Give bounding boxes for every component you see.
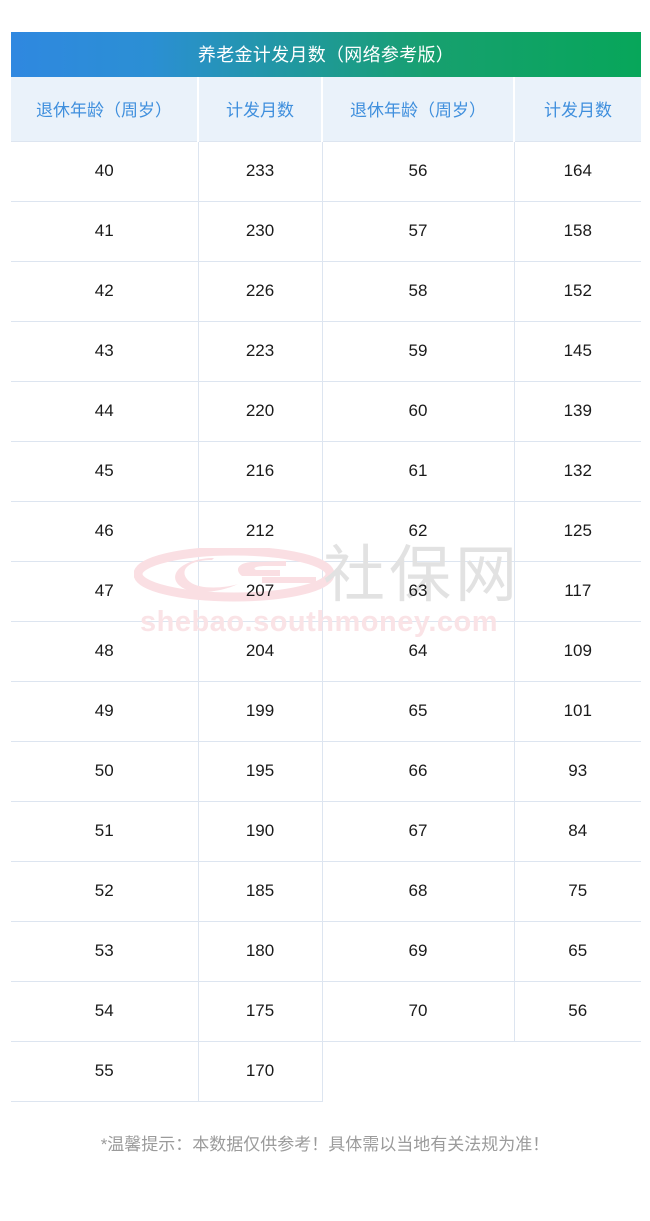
- table-row: 46 212 62 125: [11, 501, 641, 562]
- cell-months-left: 185: [198, 861, 323, 922]
- cell-retirement-age-left: 47: [11, 561, 199, 622]
- cell-retirement-age-right: 61: [322, 441, 515, 502]
- cell-retirement-age-right: 68: [322, 861, 515, 922]
- cell-months-right: 117: [514, 561, 641, 622]
- cell-retirement-age-left: 45: [11, 441, 199, 502]
- table-row: 52 185 68 75: [11, 861, 641, 922]
- table-row: 41 230 57 158: [11, 201, 641, 262]
- column-header-retirement-age-right: 退休年龄（周岁）: [322, 77, 515, 141]
- cell-months-left: 226: [198, 261, 323, 322]
- table-row: 45 216 61 132: [11, 441, 641, 502]
- table-row: 49 199 65 101: [11, 681, 641, 742]
- column-header-months-left: 计发月数: [198, 77, 323, 141]
- cell-months-right: 164: [514, 140, 641, 202]
- table-header: 退休年龄（周岁） 计发月数 退休年龄（周岁） 计发月数: [11, 77, 641, 141]
- cell-retirement-age-right: 70: [322, 981, 515, 1042]
- cell-retirement-age-left: 52: [11, 861, 199, 922]
- cell-retirement-age-right: 62: [322, 501, 515, 562]
- cell-retirement-age-right: [322, 1041, 514, 1101]
- cell-retirement-age-left: 51: [11, 801, 199, 862]
- cell-retirement-age-left: 46: [11, 501, 199, 562]
- cell-months-right: 84: [514, 801, 641, 862]
- table-body: 40 233 56 164 41 230 57 158 42 226 58 152 43 223 59 145…: [11, 140, 641, 1102]
- cell-months-right: 75: [514, 861, 641, 922]
- cell-months-left: 216: [198, 441, 323, 502]
- table-row: 50 195 66 93: [11, 741, 641, 802]
- cell-months-right: 158: [514, 201, 641, 262]
- cell-retirement-age-right: 63: [322, 561, 515, 622]
- cell-months-left: 223: [198, 321, 323, 382]
- cell-months-right: 125: [514, 501, 641, 562]
- cell-months-left: 207: [198, 561, 323, 622]
- cell-months-left: 175: [198, 981, 323, 1042]
- cell-retirement-age-right: 56: [322, 140, 515, 202]
- cell-months-right: 145: [514, 321, 641, 382]
- cell-retirement-age-right: 67: [322, 801, 515, 862]
- cell-retirement-age-left: 53: [11, 921, 199, 982]
- cell-months-left: 204: [198, 621, 323, 682]
- cell-retirement-age-right: 60: [322, 381, 515, 442]
- cell-months-right: 152: [514, 261, 641, 322]
- cell-months-right: 132: [514, 441, 641, 502]
- cell-months-right: 93: [514, 741, 641, 802]
- table-row: 47 207 63 117: [11, 561, 641, 622]
- table-header-row: 退休年龄（周岁） 计发月数 退休年龄（周岁） 计发月数: [11, 77, 641, 141]
- column-header-months-right: 计发月数: [514, 77, 641, 141]
- cell-retirement-age-right: 64: [322, 621, 515, 682]
- table-row: 40 233 56 164: [11, 140, 641, 202]
- cell-months-right: 56: [514, 981, 641, 1042]
- cell-months-left: 220: [198, 381, 323, 442]
- footer-disclaimer: *温馨提示：本数据仅供参考！具体需以当地有关法规为准！: [100, 1135, 550, 1154]
- cell-retirement-age-right: 66: [322, 741, 515, 802]
- table-title-banner: 养老金计发月数（网络参考版）: [11, 32, 641, 77]
- pension-months-table-wrapper: 退休年龄（周岁） 计发月数 退休年龄（周岁） 计发月数 40 233 56 164 41…: [11, 77, 641, 1102]
- pension-months-table: 退休年龄（周岁） 计发月数 退休年龄（周岁） 计发月数 40 233 56 164 41…: [11, 77, 641, 1102]
- cell-retirement-age-left: 43: [11, 321, 199, 382]
- cell-months-right: [514, 1041, 641, 1101]
- cell-retirement-age-left: 54: [11, 981, 199, 1042]
- cell-months-right: 101: [514, 681, 641, 742]
- cell-retirement-age-right: 57: [322, 201, 515, 262]
- table-row: 44 220 60 139: [11, 381, 641, 442]
- cell-months-left: 195: [198, 741, 323, 802]
- table-row: 43 223 59 145: [11, 321, 641, 382]
- cell-months-left: 190: [198, 801, 323, 862]
- cell-retirement-age-left: 49: [11, 681, 199, 742]
- cell-months-left: 233: [198, 140, 323, 202]
- cell-retirement-age-left: 41: [11, 201, 199, 262]
- cell-months-left: 180: [198, 921, 323, 982]
- table-row: 55 170: [11, 1041, 641, 1102]
- cell-retirement-age-right: 58: [322, 261, 515, 322]
- cell-months-right: 109: [514, 621, 641, 682]
- cell-retirement-age-left: 42: [11, 261, 199, 322]
- cell-months-right: 139: [514, 381, 641, 442]
- page-title: 养老金计发月数（网络参考版）: [197, 44, 455, 65]
- cell-months-right: 65: [514, 921, 641, 982]
- column-header-retirement-age-left: 退休年龄（周岁）: [11, 77, 199, 141]
- cell-retirement-age-left: 55: [11, 1041, 199, 1102]
- cell-retirement-age-right: 69: [322, 921, 515, 982]
- table-row: 51 190 67 84: [11, 801, 641, 862]
- table-row: 42 226 58 152: [11, 261, 641, 322]
- cell-retirement-age-left: 40: [11, 140, 199, 202]
- cell-months-left: 170: [198, 1041, 323, 1102]
- table-row: 53 180 69 65: [11, 921, 641, 982]
- cell-months-left: 199: [198, 681, 323, 742]
- cell-months-left: 230: [198, 201, 323, 262]
- cell-retirement-age-left: 50: [11, 741, 199, 802]
- cell-retirement-age-right: 59: [322, 321, 515, 382]
- table-row: 54 175 70 56: [11, 981, 641, 1042]
- cell-months-left: 212: [198, 501, 323, 562]
- table-row: 48 204 64 109: [11, 621, 641, 682]
- cell-retirement-age-left: 48: [11, 621, 199, 682]
- cell-retirement-age-right: 65: [322, 681, 515, 742]
- cell-retirement-age-left: 44: [11, 381, 199, 442]
